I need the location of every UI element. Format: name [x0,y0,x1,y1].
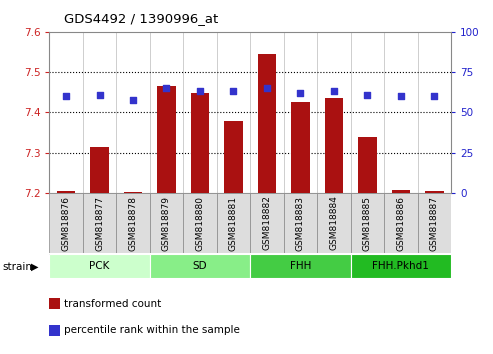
Bar [351,193,384,253]
Text: FHH: FHH [290,261,311,271]
Point [430,93,438,99]
Bar [283,193,317,253]
Bar [49,193,83,253]
Bar [116,193,150,253]
Point [363,92,371,97]
Bar [250,254,351,278]
Point [397,93,405,99]
Bar [418,193,451,253]
Bar [317,193,351,253]
Text: GDS4492 / 1390996_at: GDS4492 / 1390996_at [64,12,218,25]
Point [62,93,70,99]
Bar [157,86,176,193]
Bar [391,190,410,193]
Bar [183,193,217,253]
Point [163,85,171,91]
Bar [224,121,243,193]
Text: GSM818876: GSM818876 [62,195,70,251]
Text: GSM818880: GSM818880 [195,195,205,251]
Bar [250,193,283,253]
Text: GSM818884: GSM818884 [329,195,338,251]
Text: transformed count: transformed count [64,299,161,309]
Point [129,97,137,102]
Point [296,90,304,96]
Text: strain: strain [2,262,33,272]
Bar [258,54,276,193]
Bar [150,193,183,253]
Bar [150,254,250,278]
Bar [217,193,250,253]
Bar [384,193,418,253]
Text: GSM818882: GSM818882 [262,195,272,251]
Text: GSM818887: GSM818887 [430,195,439,251]
Bar [291,102,310,193]
Text: GSM818886: GSM818886 [396,195,405,251]
Point [263,85,271,91]
Bar [358,137,377,193]
Bar [325,98,343,193]
Bar [124,192,142,193]
Text: GSM818879: GSM818879 [162,195,171,251]
Text: PCK: PCK [89,261,110,271]
Text: percentile rank within the sample: percentile rank within the sample [64,325,240,335]
Text: GSM818877: GSM818877 [95,195,104,251]
Point [96,92,104,97]
Text: FHH.Pkhd1: FHH.Pkhd1 [372,261,429,271]
Text: GSM818881: GSM818881 [229,195,238,251]
Text: GSM818878: GSM818878 [129,195,138,251]
Text: ▶: ▶ [31,262,38,272]
Bar [351,254,451,278]
Point [196,88,204,94]
Bar [57,191,75,193]
Bar [49,254,150,278]
Text: GSM818883: GSM818883 [296,195,305,251]
Bar [83,193,116,253]
Point [230,88,238,94]
Point [330,88,338,94]
Text: SD: SD [193,261,207,271]
Bar [191,93,209,193]
Bar [425,191,444,193]
Text: GSM818885: GSM818885 [363,195,372,251]
Bar [90,147,109,193]
